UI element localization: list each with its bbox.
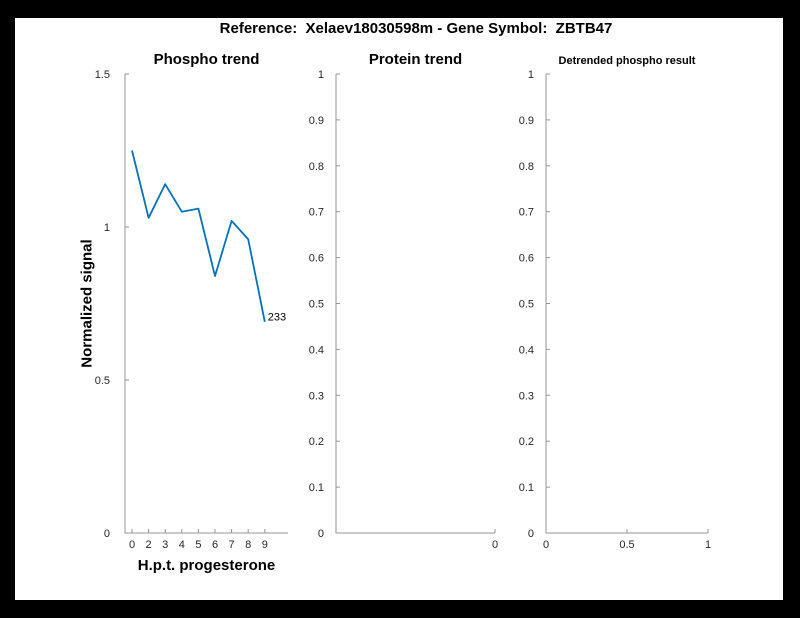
y-tick-label: 0.3 <box>309 390 324 402</box>
x-tick-label: 0 <box>543 539 549 551</box>
x-tick-label: 7 <box>229 539 235 551</box>
y-tick-label: 0.1 <box>519 482 534 494</box>
x-tick-label: 6 <box>212 539 218 551</box>
x-tick-label: 8 <box>245 539 251 551</box>
x-tick-label: 3 <box>162 539 168 551</box>
plot-3: 1 0.9 0.8 0.7 0.6 0.5 0.4 0.3 0.2 0.1 00 0.5 1 <box>519 69 711 551</box>
plot1-xlabel: H.p.t. progesterone <box>137 557 276 574</box>
y-tick-label: 0.1 <box>309 482 324 494</box>
trend-line <box>131 150 266 323</box>
figure-canvas <box>15 18 783 600</box>
y-tick-label: 1.5 <box>95 69 110 81</box>
y-tick-label: 0.6 <box>309 253 324 265</box>
point-annotation: 233 <box>268 311 286 323</box>
axis-spines <box>335 74 495 534</box>
plot-2: 1 0.9 0.8 0.7 0.6 0.5 0.4 0.3 0.2 0.1 0 0 <box>309 69 498 551</box>
y-tick-label: 0 <box>528 528 534 540</box>
y-tick-label: 1 <box>318 69 324 81</box>
plot1-ylabel: Normalized signal <box>78 239 96 368</box>
x-tick-label: 1 <box>705 539 711 551</box>
y-tick-label: 0.8 <box>519 161 534 173</box>
y-tick-label: 0.6 <box>519 253 534 265</box>
y-tick-label: 0.5 <box>309 299 324 311</box>
x-tick-label: 2 <box>146 539 152 551</box>
y-tick-label: 1 <box>528 69 534 81</box>
y-tick-label: 0.3 <box>519 390 534 402</box>
y-tick-label: 0.9 <box>309 115 324 127</box>
x-tick-label: 5 <box>195 539 201 551</box>
y-tick-label: 0.9 <box>519 115 534 127</box>
plot1-title: Phospho trend <box>153 51 260 68</box>
x-tick-label: 0 <box>129 539 135 551</box>
x-tick-label: 9 <box>262 539 268 551</box>
y-tick-label: 0.5 <box>95 375 110 387</box>
figure-title: Reference: Xelaev18030598m - Gene Symbol… <box>219 20 613 37</box>
y-tick-label: 1 <box>104 222 110 234</box>
y-tick-label: 0.7 <box>309 207 324 219</box>
x-tick-label: 0 <box>492 539 498 551</box>
y-tick-label: 0.2 <box>309 436 324 448</box>
y-tick-label: 0.2 <box>519 436 534 448</box>
axis-spines <box>124 74 288 534</box>
plot3-title: Detrended phospho result <box>558 55 696 67</box>
y-tick-label: 0.5 <box>519 299 534 311</box>
x-tick-label: 4 <box>179 539 185 551</box>
x-tick-label: 0.5 <box>619 539 634 551</box>
y-tick-label: 0.7 <box>519 207 534 219</box>
y-tick-label: 0.8 <box>309 161 324 173</box>
axis-spines <box>545 74 708 534</box>
y-tick-label: 0 <box>104 528 110 540</box>
plot2-title: Protein trend <box>368 51 463 68</box>
y-tick-label: 0 <box>318 528 324 540</box>
y-tick-label: 0.4 <box>309 344 324 356</box>
y-tick-label: 0.4 <box>519 344 534 356</box>
